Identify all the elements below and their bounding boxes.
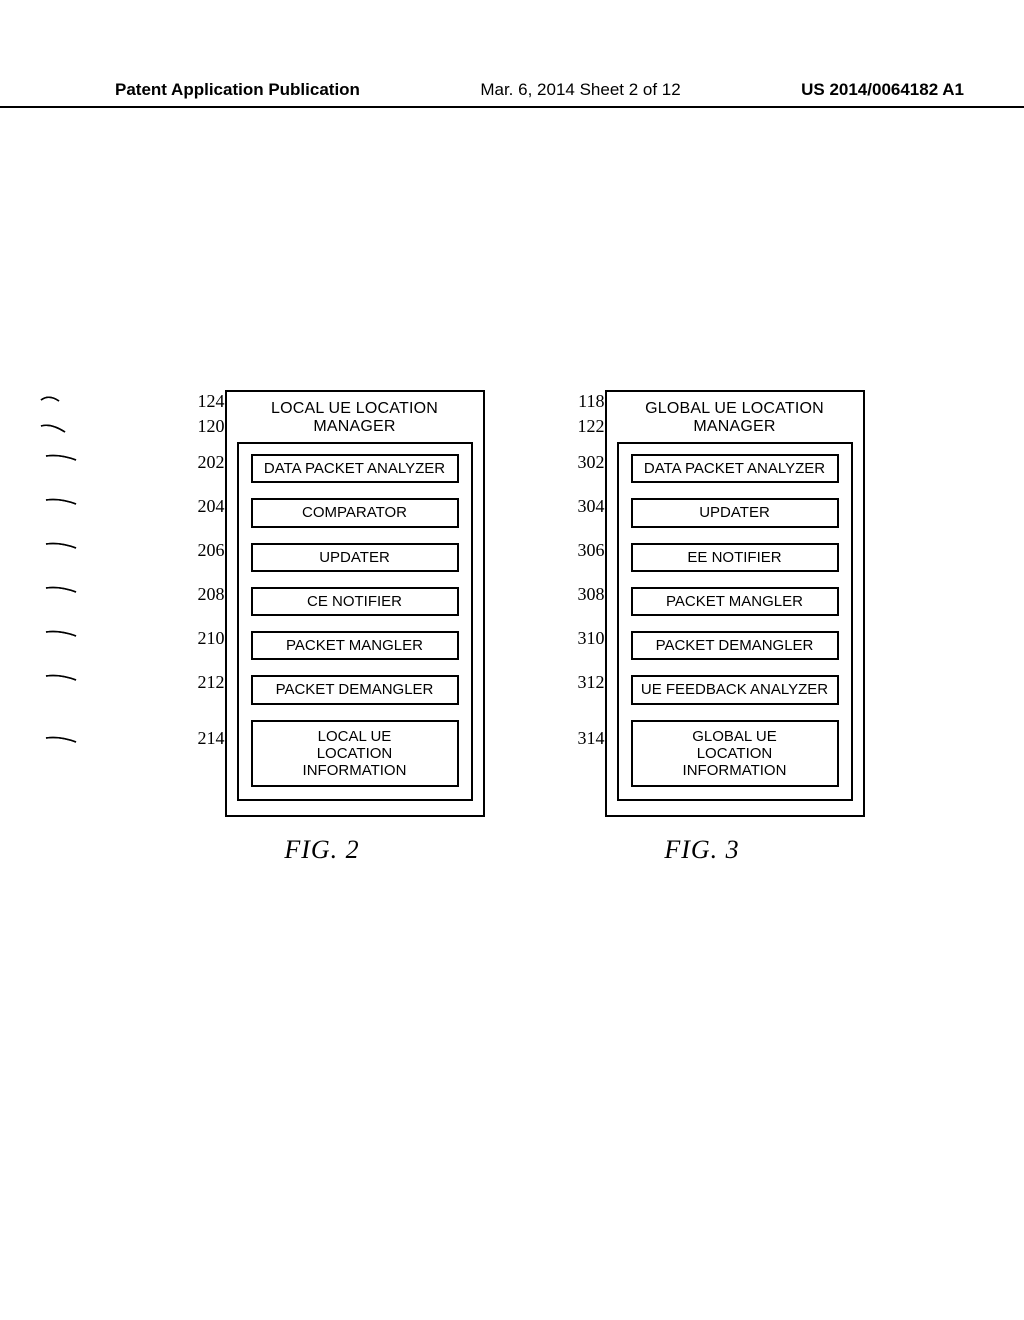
ref-214: 214 bbox=[198, 704, 225, 772]
figure-2-leads bbox=[0, 390, 71, 850]
module-packet-mangler-3: PACKET MANGLER bbox=[631, 587, 839, 616]
ref-312: 312 bbox=[578, 660, 605, 704]
ref-120: 120 bbox=[198, 412, 225, 440]
module-packet-mangler: PACKET MANGLER bbox=[251, 631, 459, 660]
header-publication: Patent Application Publication bbox=[115, 80, 360, 100]
ref-206: 206 bbox=[198, 528, 225, 572]
ref-210: 210 bbox=[198, 616, 225, 660]
ref-122: 122 bbox=[578, 412, 605, 440]
ref-118: 118 bbox=[578, 390, 604, 412]
ref-202: 202 bbox=[198, 440, 225, 484]
module-data-packet-analyzer: DATA PACKET ANALYZER bbox=[251, 454, 459, 483]
ref-306: 306 bbox=[578, 528, 605, 572]
ref-304: 304 bbox=[578, 484, 605, 528]
figure-2-refs: 124 120 202 204 206 208 210 212 214 bbox=[160, 390, 225, 772]
ref-208: 208 bbox=[198, 572, 225, 616]
header-date-sheet: Mar. 6, 2014 Sheet 2 of 12 bbox=[480, 80, 680, 100]
module-ce-notifier: CE NOTIFIER bbox=[251, 587, 459, 616]
figure-3-title: GLOBAL UE LOCATION MANAGER bbox=[617, 400, 853, 436]
ref-310: 310 bbox=[578, 616, 605, 660]
module-comparator: COMPARATOR bbox=[251, 498, 459, 527]
figure-3-outer-box: GLOBAL UE LOCATION MANAGER DATA PACKET A… bbox=[605, 390, 865, 817]
figure-2-outer-box: LOCAL UE LOCATION MANAGER DATA PACKET AN… bbox=[225, 390, 485, 817]
figure-3-inner-box: DATA PACKET ANALYZER UPDATER EE NOTIFIER… bbox=[617, 442, 853, 801]
module-global-ue-loc-info: GLOBAL UELOCATIONINFORMATION bbox=[631, 720, 839, 788]
module-packet-demangler: PACKET DEMANGLER bbox=[251, 675, 459, 704]
figure-2-unit: 124 120 202 204 206 208 210 212 214 LOCA… bbox=[160, 390, 485, 817]
ref-204: 204 bbox=[198, 484, 225, 528]
ref-212: 212 bbox=[198, 660, 225, 704]
ref-314: 314 bbox=[578, 704, 605, 772]
figure-3-caption: FIG. 3 bbox=[664, 835, 739, 865]
figure-2-title: LOCAL UE LOCATION MANAGER bbox=[237, 400, 473, 436]
module-ue-feedback-analyzer: UE FEEDBACK ANALYZER bbox=[631, 675, 839, 704]
figures-container: 124 120 202 204 206 208 210 212 214 LOCA… bbox=[0, 390, 1024, 865]
module-updater-3: UPDATER bbox=[631, 498, 839, 527]
module-packet-demangler-3: PACKET DEMANGLER bbox=[631, 631, 839, 660]
figure-2-inner-box: DATA PACKET ANALYZER COMPARATOR UPDATER … bbox=[237, 442, 473, 801]
figure-2: 124 120 202 204 206 208 210 212 214 LOCA… bbox=[160, 390, 485, 865]
module-updater: UPDATER bbox=[251, 543, 459, 572]
module-ee-notifier: EE NOTIFIER bbox=[631, 543, 839, 572]
page-header: Patent Application Publication Mar. 6, 2… bbox=[0, 80, 1024, 108]
header-pub-number: US 2014/0064182 A1 bbox=[801, 80, 964, 100]
figure-3: 118 122 302 304 306 308 310 312 314 GLOB… bbox=[540, 390, 865, 865]
module-data-packet-analyzer-3: DATA PACKET ANALYZER bbox=[631, 454, 839, 483]
figure-3-unit: 118 122 302 304 306 308 310 312 314 GLOB… bbox=[540, 390, 865, 817]
module-local-ue-loc-info: LOCAL UELOCATIONINFORMATION bbox=[251, 720, 459, 788]
figure-2-caption: FIG. 2 bbox=[284, 835, 359, 865]
ref-302: 302 bbox=[578, 440, 605, 484]
figure-3-refs: 118 122 302 304 306 308 310 312 314 bbox=[540, 390, 605, 772]
ref-124: 124 bbox=[198, 390, 225, 412]
figure-3-leads bbox=[0, 390, 71, 850]
ref-308: 308 bbox=[578, 572, 605, 616]
